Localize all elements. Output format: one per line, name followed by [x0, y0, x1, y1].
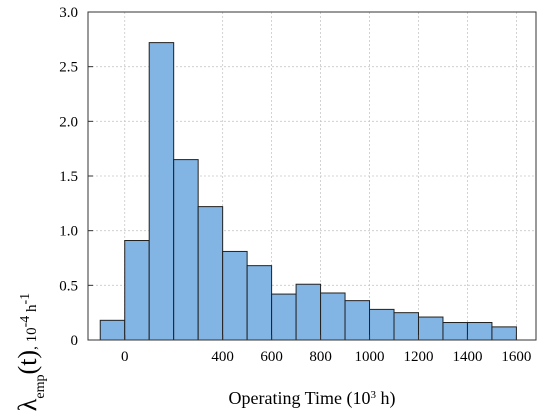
x-tick-label: 800: [309, 349, 332, 365]
x-tick-label: 1000: [355, 349, 385, 365]
histogram-bar: [442, 322, 468, 341]
x-tick-label: 0: [121, 349, 129, 365]
histogram-bar: [369, 308, 395, 341]
y-tick-label: 1.0: [59, 224, 78, 240]
histogram-bar: [246, 265, 273, 341]
histogram-bar: [344, 300, 371, 341]
ticks: [88, 11, 517, 341]
y-tick-label: 3.0: [59, 5, 78, 21]
histogram-bar: [417, 316, 444, 341]
histogram-bar: [271, 293, 297, 341]
histogram-bar: [320, 292, 346, 341]
x-tick-label: 600: [260, 349, 283, 365]
histogram-bar: [295, 283, 322, 341]
histogram-bar: [466, 322, 493, 341]
histogram-bar: [99, 319, 126, 341]
y-tick-label: 1.5: [59, 169, 78, 185]
histogram-bar: [491, 326, 517, 341]
bars: [99, 42, 517, 341]
y-tick-label: 0: [71, 333, 79, 349]
x-axis-title: Operating Time (103 h): [229, 388, 396, 409]
y-axis-title: λemp(t), 10-4 h-1: [13, 293, 48, 411]
x-tick-label: 400: [211, 349, 234, 365]
y-tick-label: 2.0: [59, 114, 78, 130]
x-tick-label: 1600: [501, 349, 531, 365]
x-tick-labels: 0 400 600 800 1000 1200 1400 1600: [121, 349, 531, 365]
histogram-bar: [124, 240, 150, 341]
histogram-bar: [222, 250, 248, 341]
histogram-bar: [393, 312, 419, 341]
y-tick-label: 0.5: [59, 278, 78, 294]
x-tick-label: 1400: [452, 349, 482, 365]
histogram-bar: [173, 159, 199, 341]
y-tick-labels: 0 0.5 1.0 1.5 2.0 2.5 3.0: [59, 5, 78, 349]
x-tick-label: 1200: [403, 349, 433, 365]
histogram-bar: [148, 42, 175, 341]
histogram-bar: [197, 206, 224, 341]
y-tick-label: 2.5: [59, 60, 78, 76]
